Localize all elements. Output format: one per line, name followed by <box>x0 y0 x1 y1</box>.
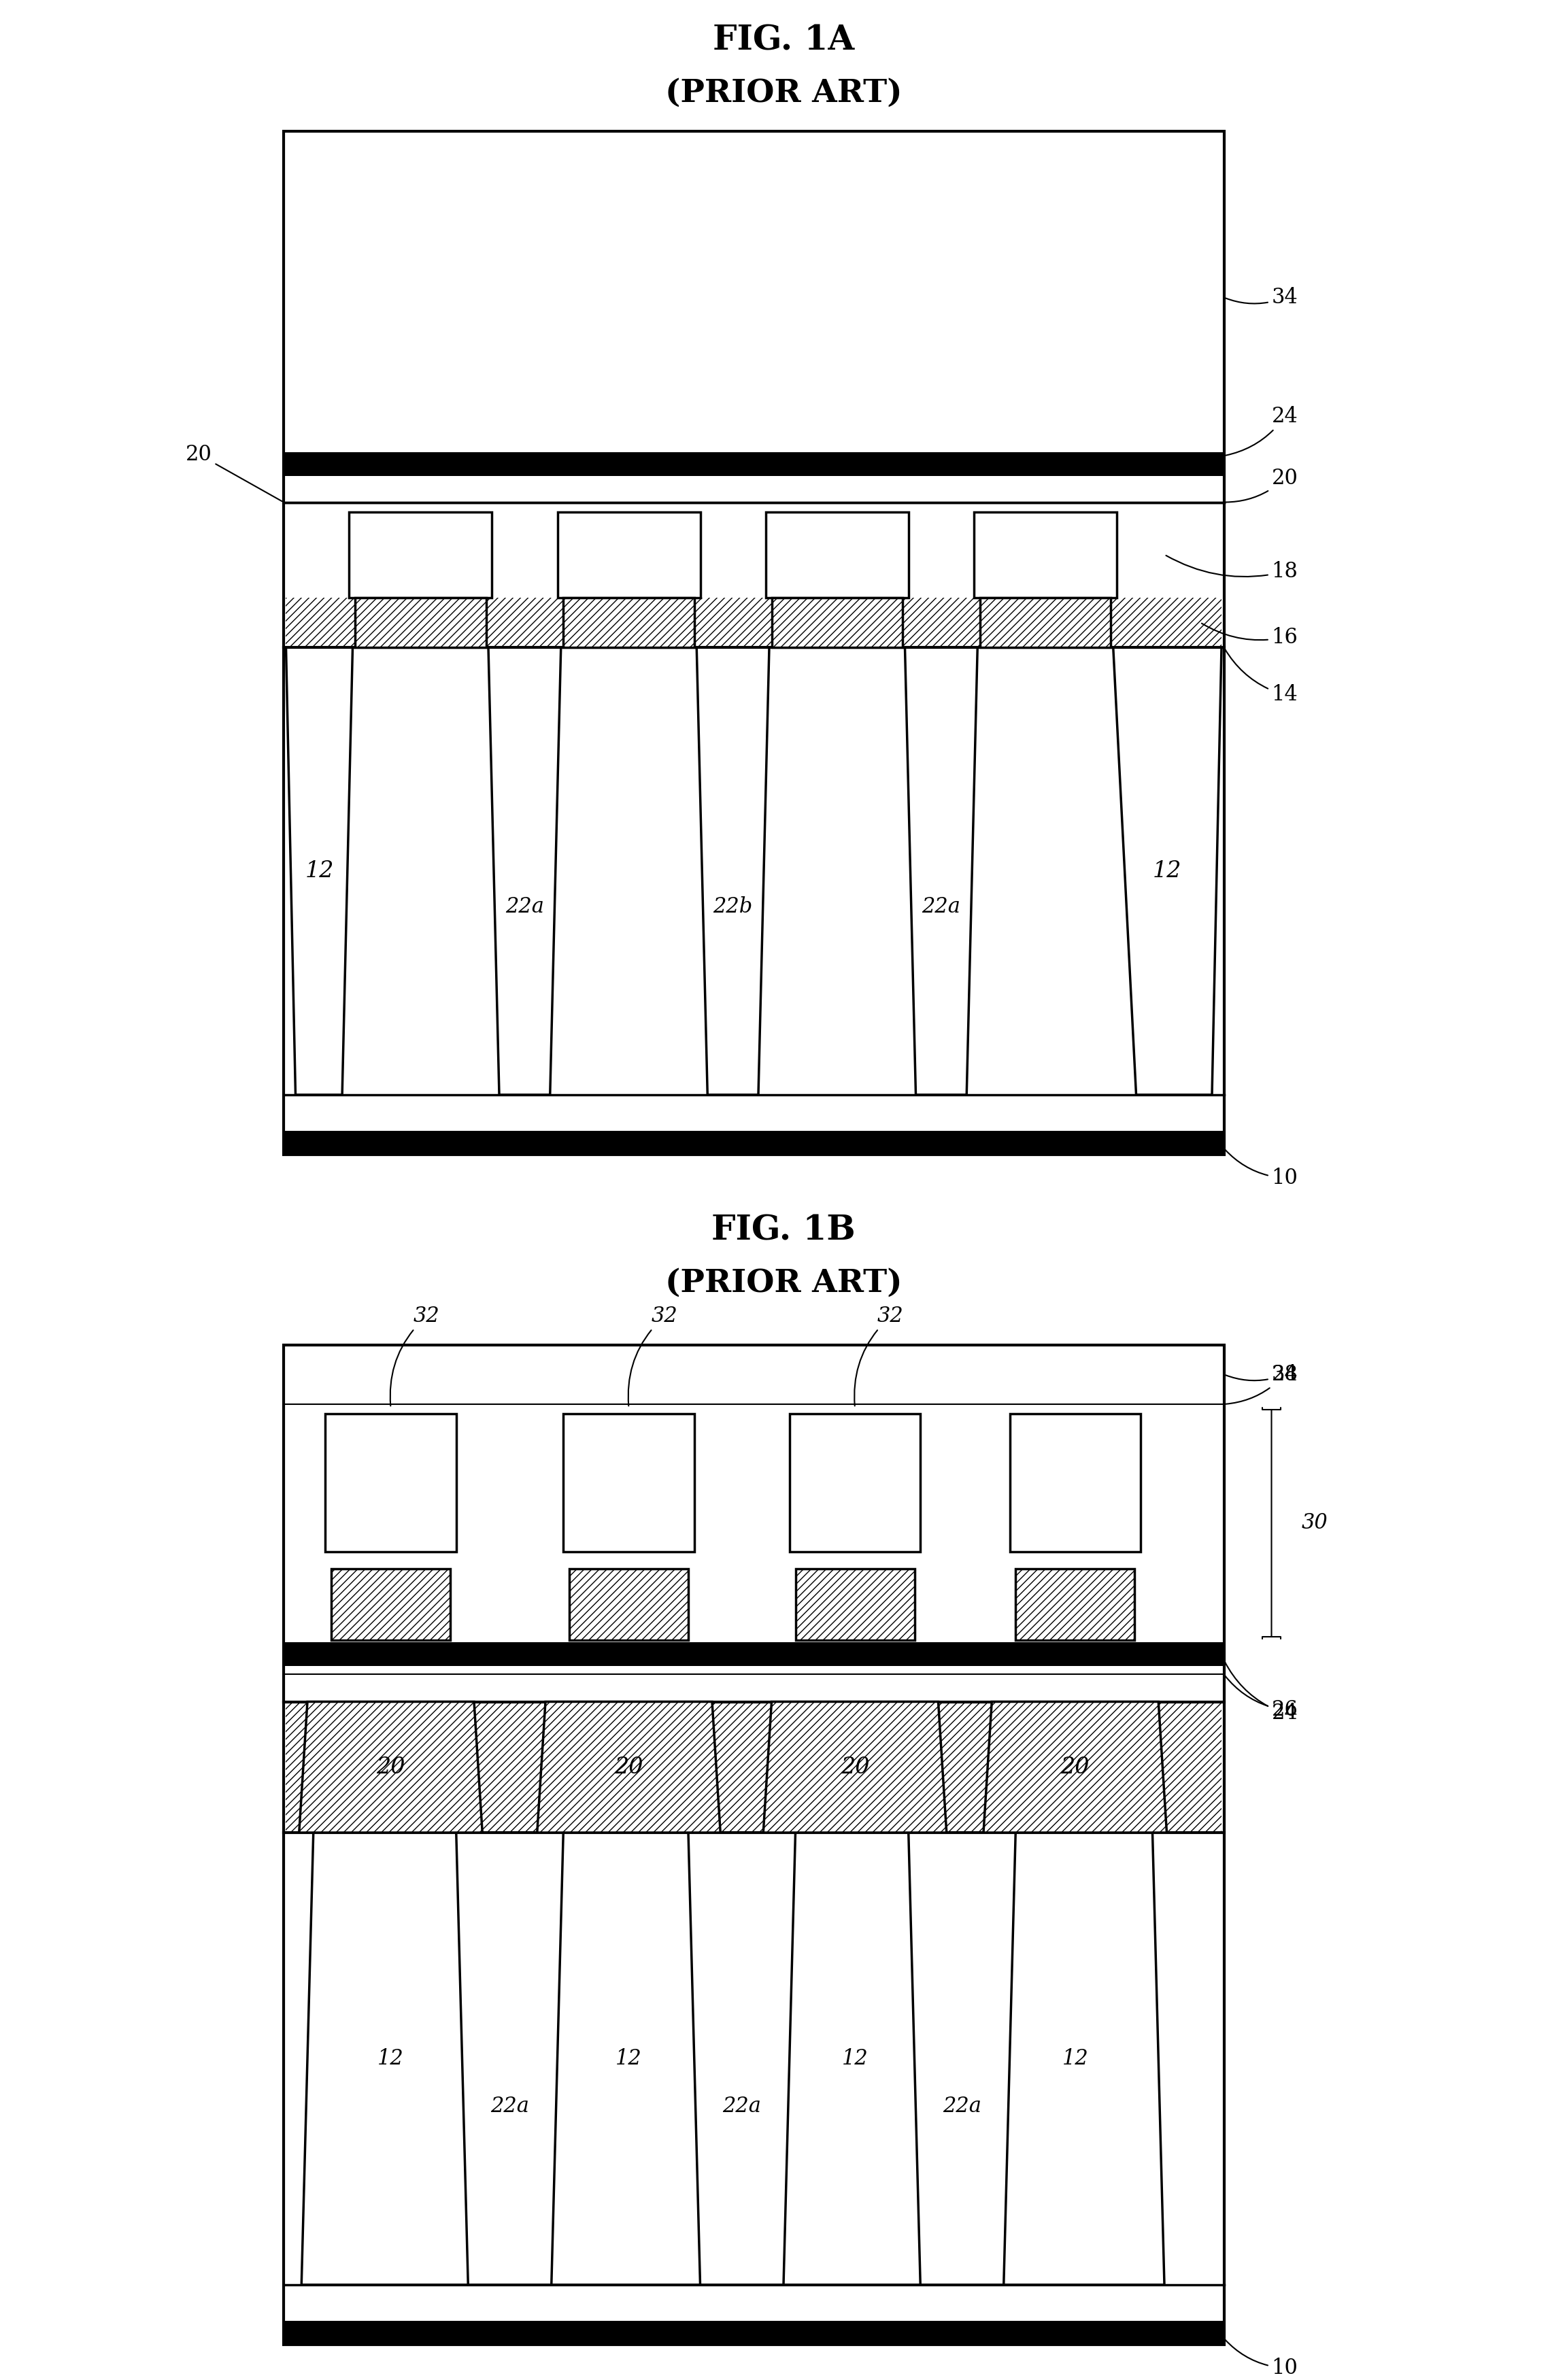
Text: 22a: 22a <box>722 2097 762 2116</box>
Polygon shape <box>489 647 561 1095</box>
Text: 30: 30 <box>1301 1514 1327 1533</box>
Text: 22a: 22a <box>943 2097 981 2116</box>
Bar <box>563 1414 694 1552</box>
Text: 28: 28 <box>1225 1364 1297 1404</box>
Text: 32: 32 <box>628 1307 677 1407</box>
Text: (PRIOR ART): (PRIOR ART) <box>664 1266 903 1299</box>
Text: 22a: 22a <box>921 897 961 916</box>
Bar <box>284 452 1224 476</box>
Text: 26: 26 <box>1225 1676 1297 1721</box>
Text: 22b: 22b <box>713 897 752 916</box>
Text: 12: 12 <box>1153 859 1182 883</box>
Bar <box>975 512 1117 597</box>
Text: 34: 34 <box>1225 1364 1297 1385</box>
Text: 18: 18 <box>1166 555 1297 583</box>
Bar <box>284 1130 1224 1154</box>
Bar <box>287 597 1222 647</box>
Text: 20: 20 <box>840 1756 870 1778</box>
Bar <box>284 1345 1224 2344</box>
Text: 16: 16 <box>1202 624 1297 647</box>
Polygon shape <box>909 1833 1015 2285</box>
Bar <box>284 1642 1224 1666</box>
Polygon shape <box>697 647 769 1095</box>
Text: (PRIOR ART): (PRIOR ART) <box>664 76 903 109</box>
Text: 24: 24 <box>1225 1661 1297 1723</box>
Polygon shape <box>763 1702 946 1833</box>
Bar <box>284 131 1224 1154</box>
Bar <box>790 1414 920 1552</box>
Text: 20: 20 <box>376 1756 406 1778</box>
Polygon shape <box>986 1833 1164 2285</box>
Bar <box>331 1568 450 1640</box>
Polygon shape <box>537 1702 721 1833</box>
Text: 12: 12 <box>616 2049 642 2068</box>
Polygon shape <box>287 647 353 1095</box>
Polygon shape <box>456 1833 563 2285</box>
Polygon shape <box>299 1702 483 1833</box>
Text: 14: 14 <box>1225 650 1297 704</box>
Text: 24: 24 <box>1225 407 1297 455</box>
Text: 22a: 22a <box>505 897 544 916</box>
Text: 34: 34 <box>1225 288 1297 307</box>
Bar <box>569 1568 688 1640</box>
Text: 32: 32 <box>854 1307 904 1407</box>
Polygon shape <box>688 1833 796 2285</box>
Bar <box>796 1568 915 1640</box>
Bar <box>349 512 492 597</box>
Text: 22a: 22a <box>490 2097 530 2116</box>
Polygon shape <box>301 1833 480 2285</box>
Bar <box>766 512 909 597</box>
Bar <box>287 1702 1222 1833</box>
Polygon shape <box>904 647 978 1095</box>
Polygon shape <box>766 1833 945 2285</box>
Bar <box>356 597 486 647</box>
Text: 12: 12 <box>1062 2049 1087 2068</box>
Bar <box>979 597 1111 647</box>
Bar <box>1009 1414 1141 1552</box>
Text: 12: 12 <box>841 2049 868 2068</box>
Text: 20: 20 <box>186 445 282 502</box>
Bar <box>284 2320 1224 2344</box>
Bar <box>326 1414 456 1552</box>
Text: 20: 20 <box>1061 1756 1089 1778</box>
Text: FIG. 1A: FIG. 1A <box>713 24 854 57</box>
Text: 10: 10 <box>1225 1150 1297 1188</box>
Text: 20: 20 <box>614 1756 642 1778</box>
Text: 12: 12 <box>378 2049 404 2068</box>
Bar <box>563 597 694 647</box>
Text: 12: 12 <box>306 859 334 883</box>
Bar <box>558 512 700 597</box>
Text: FIG. 1B: FIG. 1B <box>711 1214 856 1247</box>
Polygon shape <box>984 1702 1167 1833</box>
Polygon shape <box>1113 647 1222 1095</box>
Polygon shape <box>539 1833 718 2285</box>
Bar <box>771 597 903 647</box>
Bar <box>1015 1568 1135 1640</box>
Text: 20: 20 <box>1225 469 1297 502</box>
Text: 32: 32 <box>390 1307 440 1407</box>
Text: 10: 10 <box>1225 2340 1297 2378</box>
